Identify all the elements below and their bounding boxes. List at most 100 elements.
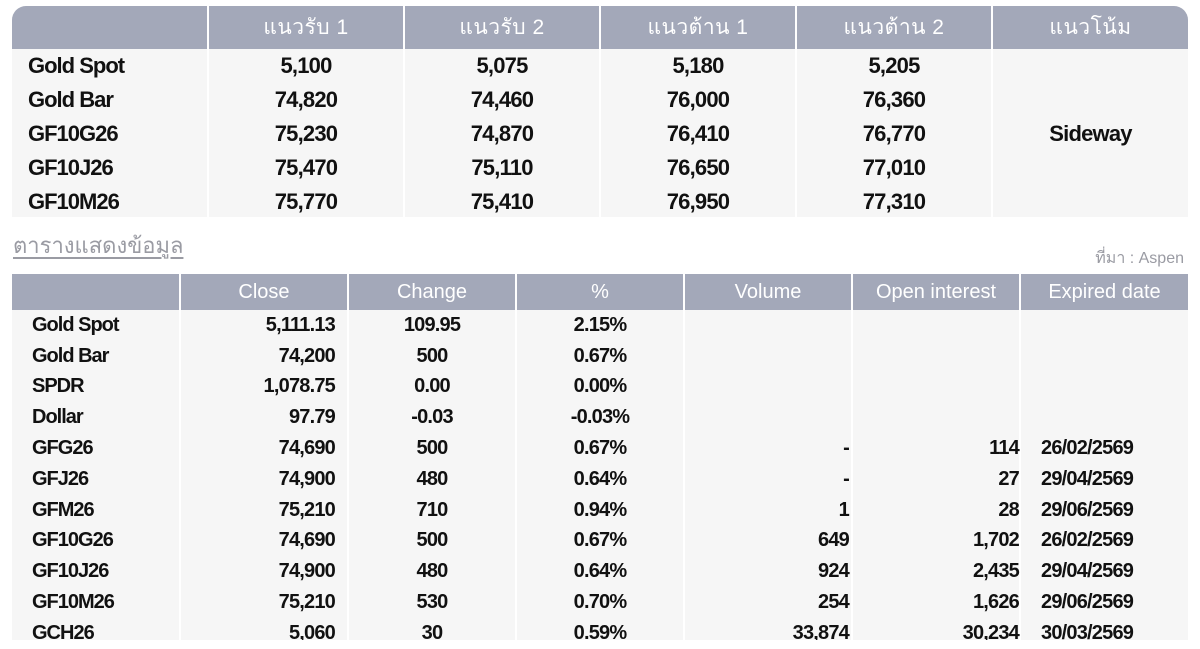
table-row: SPDR 1,078.75 0.00 0.00% xyxy=(12,371,1188,403)
table-row: GF10J26 74,900 480 0.64% 924 2,435 29/04/2569 xyxy=(12,556,1188,588)
resistance-1-value: 76,650 xyxy=(599,151,796,185)
instrument-name: GFJ26 xyxy=(32,467,89,490)
expired-date-value: 26/02/2569 xyxy=(1019,525,1188,557)
instrument-name: GFG26 xyxy=(32,437,94,460)
header-change: Change xyxy=(347,274,516,310)
resistance-2-value: 76,770 xyxy=(795,117,992,151)
support-2-value: 74,870 xyxy=(403,117,600,151)
volume-value xyxy=(683,402,852,434)
expired-date-value: 29/04/2569 xyxy=(1019,556,1188,588)
header-resistance-1: แนวต้าน 1 xyxy=(599,6,796,49)
table-row: GF10G26 74,690 500 0.67% 649 1,702 26/02/2569 xyxy=(12,525,1188,557)
open-interest-value: 28 xyxy=(851,494,1020,526)
header-expired-date: Expired date xyxy=(1019,274,1188,310)
header-trend: แนวโน้ม xyxy=(991,6,1188,49)
change-value: 530 xyxy=(347,587,516,618)
open-interest-value xyxy=(851,310,1020,341)
open-interest-value: 2,435 xyxy=(851,556,1020,588)
instrument-name: Gold Bar xyxy=(32,344,109,367)
expired-date-value: 30/03/2569 xyxy=(1019,617,1188,640)
expired-date-value xyxy=(1019,402,1188,434)
instrument-name: GF10M26 xyxy=(32,591,115,614)
close-value: 74,900 xyxy=(179,463,348,495)
volume-value: 1 xyxy=(683,494,852,526)
close-value: 74,690 xyxy=(179,433,348,464)
open-interest-value xyxy=(851,402,1020,434)
table-row: GF10J26 75,470 75,110 76,650 77,010 xyxy=(12,151,1188,185)
volume-value: 254 xyxy=(683,587,852,618)
volume-value xyxy=(683,310,852,341)
support-2-value: 75,410 xyxy=(403,185,600,217)
trend-value: Sideway xyxy=(991,49,1188,217)
support-1-value: 75,770 xyxy=(207,185,404,217)
volume-value: 924 xyxy=(683,556,852,588)
instrument-name: GFM26 xyxy=(32,498,95,521)
table-row: GCH26 5,060 30 0.59% 33,874 30,234 30/03/2569 xyxy=(12,617,1188,640)
table-row: GF10G26 75,230 74,870 76,410 76,770 xyxy=(12,117,1188,151)
change-value: 710 xyxy=(347,494,516,526)
close-value: 5,111.13 xyxy=(179,310,348,341)
resistance-1-value: 5,180 xyxy=(599,49,796,83)
volume-value xyxy=(683,340,852,372)
header-open-interest: Open interest xyxy=(851,274,1020,310)
change-value: 480 xyxy=(347,463,516,495)
instrument-name: Dollar xyxy=(32,406,84,429)
open-interest-value: 30,234 xyxy=(851,617,1020,640)
data-header-row: Close Change % Volume Open interest Expi… xyxy=(12,274,1188,310)
open-interest-value: 114 xyxy=(851,433,1020,464)
instrument-name: SPDR xyxy=(32,375,85,398)
percent-value: 0.70% xyxy=(515,587,684,618)
header-support-1: แนวรับ 1 xyxy=(207,6,404,49)
table-row: GF10M26 75,210 530 0.70% 254 1,626 29/06/2569 xyxy=(12,587,1188,618)
table-row: Gold Spot 5,100 5,075 5,180 5,205 Sidewa… xyxy=(12,49,1188,217)
header-percent: % xyxy=(515,274,684,310)
resistance-2-value: 77,310 xyxy=(795,185,992,217)
support-1-value: 5,100 xyxy=(207,49,404,83)
support-1-value: 75,470 xyxy=(207,151,404,185)
resistance-1-value: 76,000 xyxy=(599,83,796,117)
market-data-panel: Close Change % Volume Open interest Expi… xyxy=(12,274,1188,640)
change-value: 0.00 xyxy=(347,371,516,403)
close-value: 97.79 xyxy=(179,402,348,434)
expired-date-value: 29/06/2569 xyxy=(1019,494,1188,526)
instrument-name: GF10M26 xyxy=(28,189,120,214)
expired-date-value xyxy=(1019,340,1188,372)
table-row: GFG26 74,690 500 0.67% -114 26/02/2569 xyxy=(12,433,1188,464)
header-instrument xyxy=(12,274,180,310)
percent-value: 0.64% xyxy=(515,556,684,588)
change-value: 109.95 xyxy=(347,310,516,341)
resistance-2-value: 5,205 xyxy=(795,49,992,83)
table-row: GFM26 75,210 710 0.94% 1 28 29/06/2569 xyxy=(12,494,1188,526)
instrument-name: GF10J26 xyxy=(28,155,114,180)
table-row: Dollar 97.79 -0.03 -0.03% xyxy=(12,402,1188,434)
support-resistance-panel: แนวรับ 1 แนวรับ 2 แนวต้าน 1 แนวต้าน 2 แน… xyxy=(12,6,1188,217)
percent-value: 2.15% xyxy=(515,310,684,341)
close-value: 75,210 xyxy=(179,587,348,618)
percent-value: 0.67% xyxy=(515,433,684,464)
change-value: 30 xyxy=(347,617,516,640)
header-volume: Volume xyxy=(683,274,852,310)
close-value: 74,690 xyxy=(179,525,348,557)
open-interest-value: 27 xyxy=(851,463,1020,495)
close-value: 74,200 xyxy=(179,340,348,372)
expired-date-value: 26/02/2569 xyxy=(1019,433,1188,464)
instrument-name: GF10J26 xyxy=(32,560,109,583)
close-value: 1,078.75 xyxy=(179,371,348,403)
support-2-value: 5,075 xyxy=(403,49,600,83)
close-value: 5,060 xyxy=(179,617,348,640)
change-value: 500 xyxy=(347,433,516,464)
volume-value xyxy=(683,371,852,403)
change-value: 500 xyxy=(347,525,516,557)
resistance-1-value: 76,410 xyxy=(599,117,796,151)
instrument-name: Gold Spot xyxy=(28,53,125,78)
percent-value: 0.00% xyxy=(515,371,684,403)
instrument-name: GCH26 xyxy=(32,621,95,640)
volume-value: 33,874 xyxy=(683,617,852,640)
expired-date-value xyxy=(1019,371,1188,403)
header-resistance-2: แนวต้าน 2 xyxy=(795,6,992,49)
instrument-name: GF10G26 xyxy=(28,121,119,146)
market-data-table: Close Change % Volume Open interest Expi… xyxy=(12,274,1188,640)
percent-value: 0.94% xyxy=(515,494,684,526)
percent-value: 0.67% xyxy=(515,340,684,372)
header-close: Close xyxy=(179,274,348,310)
